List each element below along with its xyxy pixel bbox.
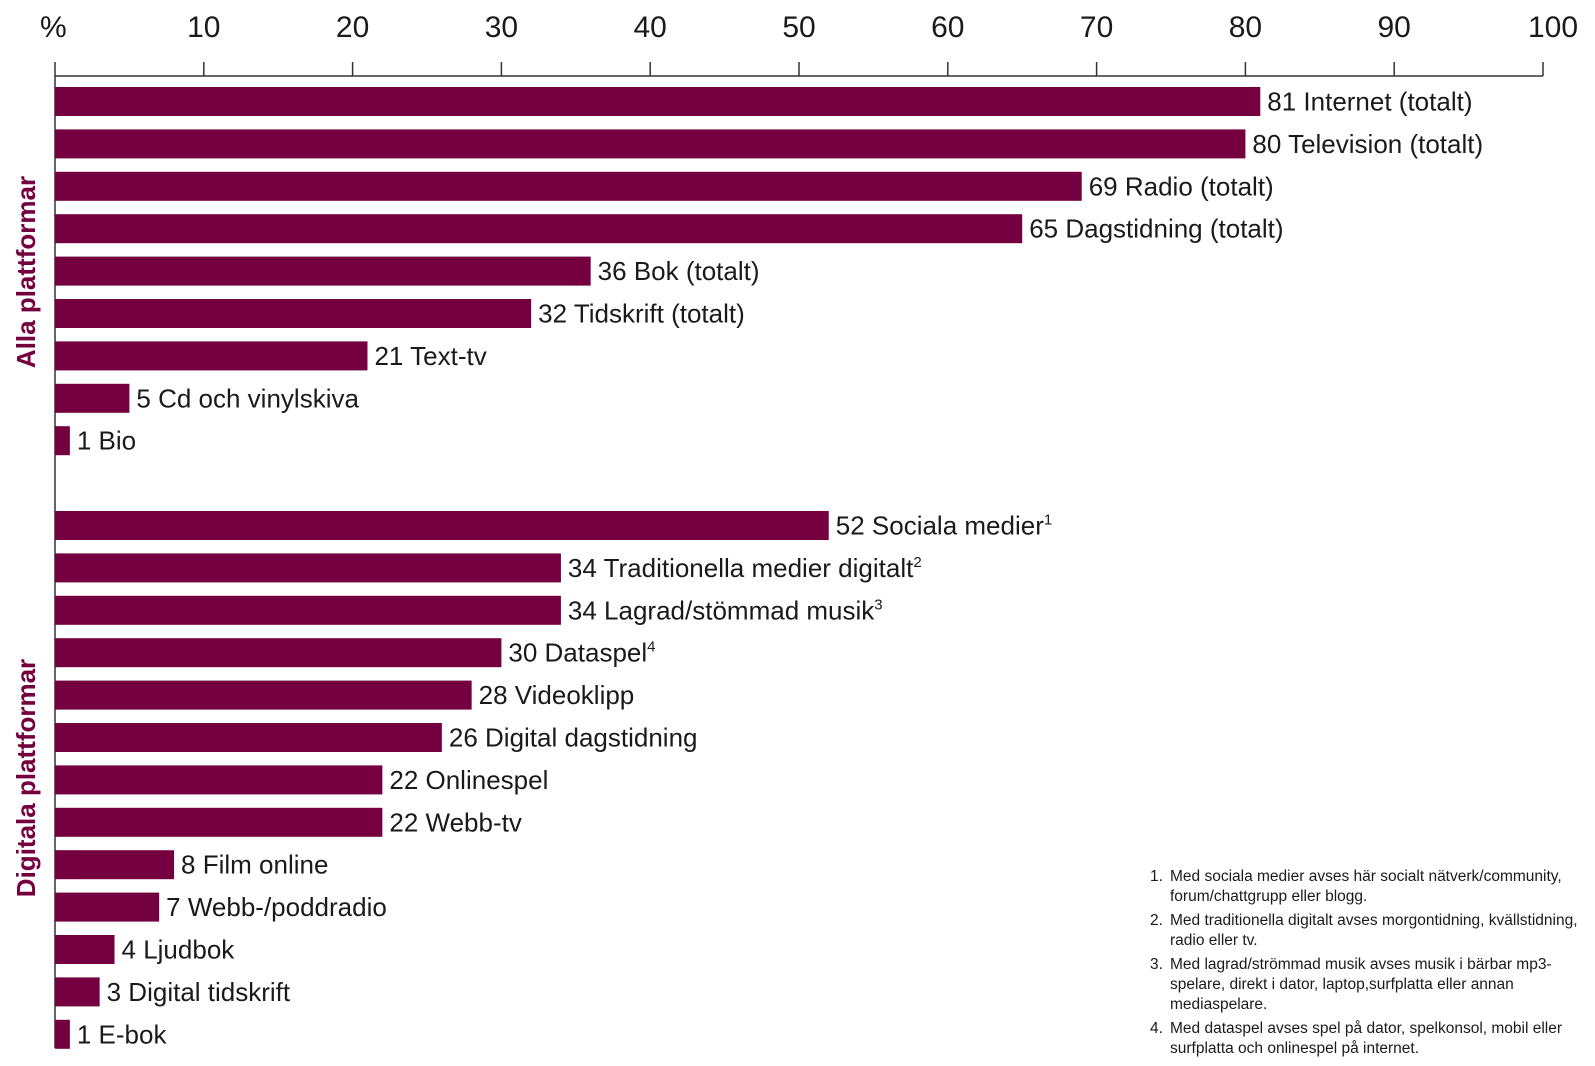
bar-label: 26 Digital dagstidning: [449, 723, 698, 753]
footnote-number: 3.: [1150, 956, 1163, 973]
x-tick-label: 40: [634, 11, 667, 44]
bar: [55, 638, 502, 668]
x-tick-label: 30: [485, 11, 518, 44]
bar: [55, 935, 115, 964]
bar: [55, 892, 160, 922]
bar: [55, 723, 442, 752]
bar-label: 21 Text-tv: [374, 341, 486, 371]
bar-label: 80 Television (totalt): [1252, 129, 1483, 159]
bar: [55, 299, 532, 328]
bar-label: 32 Tidskrift (totalt): [538, 299, 745, 329]
bar: [55, 850, 175, 880]
x-axis: % 10 20 30 40 50 60 70 80 90 100: [40, 11, 1578, 1048]
x-tick-label: 50: [782, 11, 815, 44]
bar-label: 22 Onlinespel: [389, 765, 548, 795]
footnote-text: Med lagrad/strömmad musik avses musik i …: [1170, 956, 1552, 1013]
bar-label: 34 Traditionella medier digitalt2: [568, 553, 922, 583]
footnote-text: Med traditionella digitalt avses morgont…: [1170, 912, 1578, 949]
footnote: 2. Med traditionella digitalt avses morg…: [1150, 911, 1595, 951]
footnote-number: 2.: [1150, 912, 1163, 929]
bar-label: 1 E-bok: [77, 1019, 168, 1049]
bar-label: 81 Internet (totalt): [1267, 87, 1472, 117]
bar-label: 1 Bio: [77, 426, 136, 456]
footnotes: 1. Med sociala medier avses här socialt …: [1150, 867, 1595, 1063]
bar-label: 36 Bok (totalt): [598, 256, 760, 286]
x-tick-label: 90: [1378, 11, 1411, 44]
bar: [55, 256, 591, 286]
bar: [55, 977, 100, 1007]
bar: [55, 383, 130, 413]
bar: [55, 87, 1261, 116]
footnote: 3. Med lagrad/strömmad musik avses musik…: [1150, 955, 1595, 1015]
bar-label: 52 Sociala medier1: [836, 511, 1052, 541]
footnote-number: 1.: [1150, 868, 1163, 885]
footnote-text: Med sociala medier avses här socialt nät…: [1170, 868, 1562, 905]
bar: [55, 553, 561, 583]
bar: [55, 511, 829, 540]
group-labels: Alla plattformar Digitala plattformar: [11, 176, 41, 897]
bar: [55, 341, 368, 371]
unit-label: %: [40, 11, 67, 44]
footnote: 1. Med sociala medier avses här socialt …: [1150, 867, 1595, 907]
bar: [55, 1019, 70, 1049]
footnote-number: 4.: [1150, 1020, 1163, 1037]
x-tick-label: 60: [931, 11, 964, 44]
bar-label: 4 Ljudbok: [122, 935, 236, 965]
x-tick-label: 80: [1229, 11, 1262, 44]
bar-label: 22 Webb-tv: [389, 807, 521, 837]
bar-label: 3 Digital tidskrift: [107, 977, 291, 1007]
bar-label: 30 Dataspel4: [508, 638, 655, 668]
x-tick-label: 70: [1080, 11, 1113, 44]
footnote: 4. Med dataspel avses spel på dator, spe…: [1150, 1019, 1595, 1059]
bar: [55, 171, 1082, 201]
x-tick-label: 100: [1528, 11, 1578, 44]
bar-label: 5 Cd och vinylskiva: [136, 383, 359, 413]
bar-label: 8 Film online: [181, 850, 328, 880]
footnote-text: Med dataspel avses spel på dator, spelko…: [1170, 1020, 1563, 1057]
bar-label: 69 Radio (totalt): [1089, 171, 1274, 201]
bar: [55, 214, 1023, 244]
bar-label: 34 Lagrad/stömmad musik3: [568, 595, 883, 625]
bar: [55, 807, 383, 837]
bar-label: 28 Videoklipp: [479, 680, 635, 710]
bar: [55, 595, 561, 625]
x-tick-label: 10: [187, 11, 220, 44]
bar: [55, 426, 70, 456]
group-label: Alla plattformar: [11, 176, 41, 368]
bar-label: 7 Webb-/poddradio: [166, 892, 387, 922]
bar: [55, 680, 472, 710]
bar-label: 65 Dagstidning (totalt): [1029, 214, 1283, 244]
group-label: Digitala plattformar: [11, 659, 41, 897]
x-tick-label: 20: [336, 11, 369, 44]
bars: 81 Internet (totalt) 80 Television (total…: [55, 87, 1483, 1049]
bar: [55, 129, 1246, 159]
bar: [55, 765, 383, 795]
